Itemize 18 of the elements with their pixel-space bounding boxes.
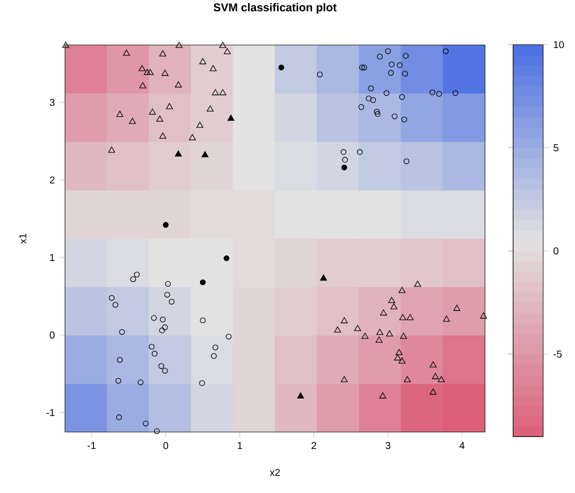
color-bar-label: 0 (554, 247, 558, 254)
color-bar-label: 5 (554, 144, 558, 152)
x-axis-title: x2 (270, 468, 280, 476)
x-tick-label: 4 (459, 442, 465, 449)
x-tick-label: 0 (163, 442, 168, 450)
y-tick-label: 0 (50, 332, 55, 339)
y-tick-label: 3 (50, 98, 55, 106)
x-tick-label: -1 (88, 442, 96, 449)
x-tick-label: 2 (312, 442, 316, 450)
chart-title: SVM classification plot (214, 3, 337, 14)
color-bar-label: 10 (554, 41, 564, 48)
y-tick-label: 1 (50, 254, 54, 261)
y-tick-label: -1 (46, 409, 54, 416)
y-axis-title: x1 (19, 234, 26, 244)
x-tick-label: 1 (238, 442, 242, 449)
x-tick-label: 3 (386, 442, 390, 450)
y-tick-label: 2 (50, 176, 54, 184)
color-bar-label: -5 (554, 350, 562, 358)
